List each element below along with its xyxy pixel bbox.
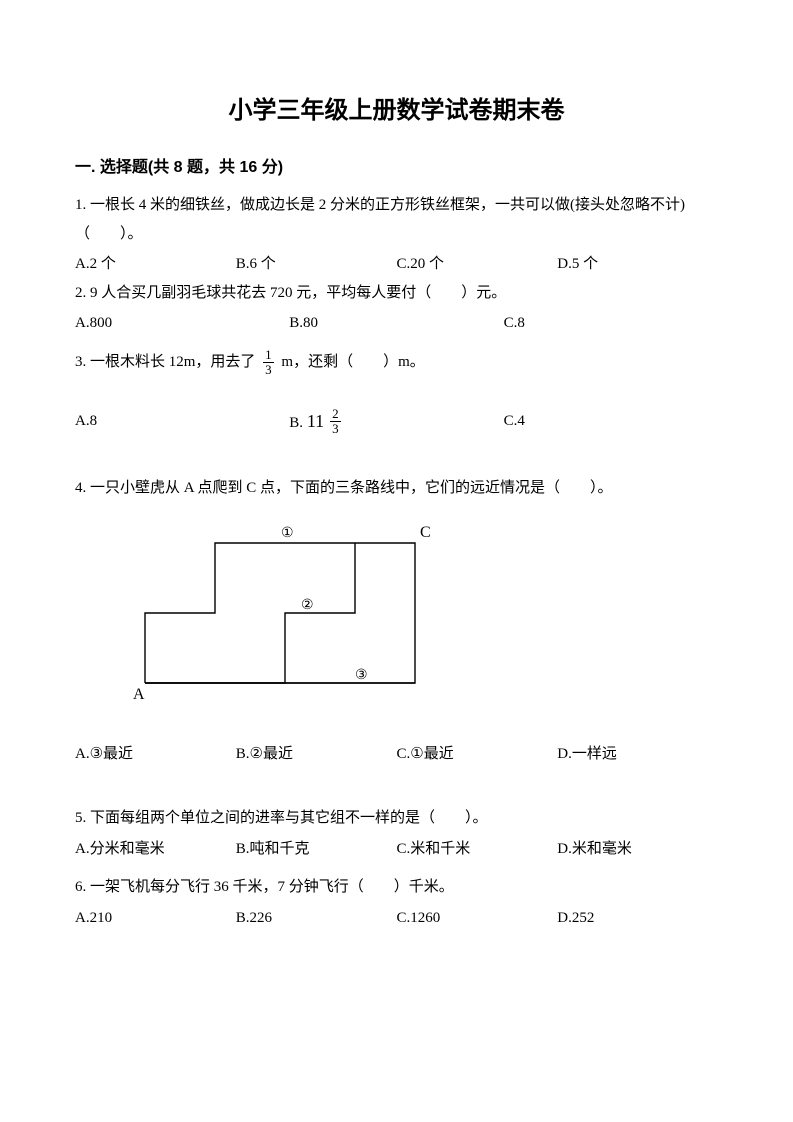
question-6-options: A.210 B.226 C.1260 D.252 xyxy=(75,904,718,933)
page-title: 小学三年级上册数学试卷期末卷 xyxy=(75,90,718,125)
q5-option-c: C.米和千米 xyxy=(397,835,558,864)
q3-frac-num: 1 xyxy=(263,348,274,363)
q6-option-a: A.210 xyxy=(75,904,236,933)
q4-label-c: C xyxy=(420,524,431,541)
q4-label-1: ① xyxy=(281,526,294,541)
question-2: 2. 9 人合买几副羽毛球共花去 720 元，平均每人要付（ ）元。 xyxy=(75,279,718,308)
q6-option-b: B.226 xyxy=(236,904,397,933)
q4-diagram-svg: A C ① ② ③ xyxy=(115,513,445,713)
q3-text-pre: 3. 一根木料长 12m，用去了 xyxy=(75,354,255,370)
q4-option-a: A.③最近 xyxy=(75,740,236,769)
q3-frac-den: 3 xyxy=(263,363,274,377)
q3-b-whole: 11 xyxy=(307,404,324,438)
q1-option-c: C.20 个 xyxy=(397,250,558,279)
question-4-options: A.③最近 B.②最近 C.①最近 D.一样远 xyxy=(75,740,718,769)
q4-option-c: C.①最近 xyxy=(397,740,558,769)
q4-label-3: ③ xyxy=(355,668,368,683)
q4-label-2: ② xyxy=(301,598,314,613)
q3-fraction: 1 3 xyxy=(263,348,274,376)
q3-text-post: m，还剩（ ）m。 xyxy=(281,354,424,370)
q3-b-fraction: 2 3 xyxy=(330,407,341,435)
q3-b-den: 3 xyxy=(330,422,341,436)
q3-option-b: B. 11 2 3 xyxy=(289,404,503,438)
q4-diagram: A C ① ② ③ xyxy=(115,513,718,718)
q1-option-d: D.5 个 xyxy=(557,250,718,279)
section-heading: 一. 选择题(共 8 题，共 16 分) xyxy=(75,153,718,177)
q2-option-a: A.800 xyxy=(75,309,289,338)
q2-option-c: C.8 xyxy=(504,309,718,338)
question-1: 1. 一根长 4 米的细铁丝，做成边长是 2 分米的正方形铁丝框架，一共可以做(… xyxy=(75,191,718,248)
q4-path-outer xyxy=(145,543,415,683)
question-6: 6. 一架飞机每分飞行 36 千米，7 分钟飞行（ ）千米。 xyxy=(75,873,718,902)
q6-option-c: C.1260 xyxy=(397,904,558,933)
q5-option-a: A.分米和毫米 xyxy=(75,835,236,864)
q1-option-b: B.6 个 xyxy=(236,250,397,279)
question-5-options: A.分米和毫米 B.吨和千克 C.米和千米 D.米和毫米 xyxy=(75,835,718,864)
question-2-options: A.800 B.80 C.8 xyxy=(75,309,718,338)
q3-option-a: A.8 xyxy=(75,407,289,436)
q4-option-b: B.②最近 xyxy=(236,740,397,769)
q4-option-d: D.一样远 xyxy=(557,740,718,769)
q2-option-b: B.80 xyxy=(289,309,503,338)
question-5: 5. 下面每组两个单位之间的进率与其它组不一样的是（ ）。 xyxy=(75,804,718,833)
question-1-options: A.2 个 B.6 个 C.20 个 D.5 个 xyxy=(75,250,718,279)
q5-option-d: D.米和毫米 xyxy=(557,835,718,864)
q3-option-b-mixed: 11 2 3 xyxy=(307,404,345,438)
page: 小学三年级上册数学试卷期末卷 一. 选择题(共 8 题，共 16 分) 1. 一… xyxy=(0,0,793,1122)
q1-option-a: A.2 个 xyxy=(75,250,236,279)
q3-option-c: C.4 xyxy=(504,407,718,436)
question-3: 3. 一根木料长 12m，用去了 1 3 m，还剩（ ）m。 xyxy=(75,348,718,377)
question-3-options: A.8 B. 11 2 3 C.4 xyxy=(75,404,718,438)
question-4: 4. 一只小壁虎从 A 点爬到 C 点，下面的三条路线中，它们的远近情况是（ ）… xyxy=(75,474,718,503)
q6-option-d: D.252 xyxy=(557,904,718,933)
q3-option-b-prefix: B. xyxy=(289,415,307,431)
q3-b-num: 2 xyxy=(330,407,341,422)
q5-option-b: B.吨和千克 xyxy=(236,835,397,864)
q4-label-a: A xyxy=(133,686,145,703)
